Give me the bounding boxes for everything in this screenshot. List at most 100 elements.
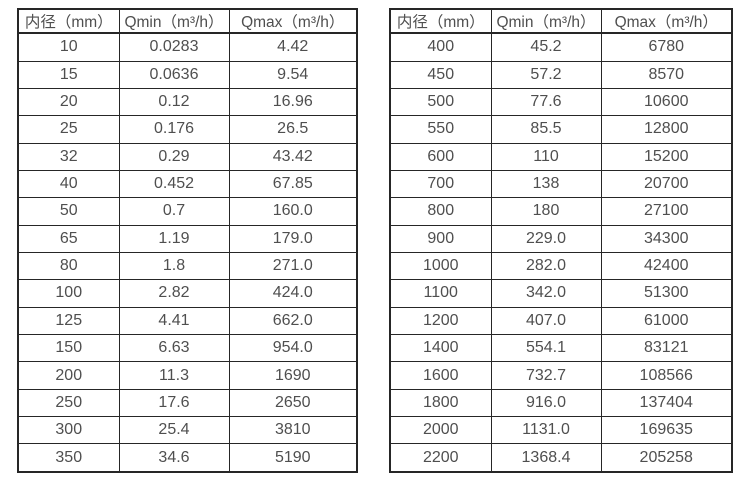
table-cell: 2.82	[118, 279, 230, 308]
table-cell: 138	[490, 169, 602, 199]
table-cell: 6.63	[118, 333, 230, 363]
table-row: 125 4.41 662.0	[17, 306, 358, 336]
table-cell: 407.0	[490, 306, 602, 336]
table-cell: 15200	[600, 142, 733, 171]
table-cell: 0.12	[118, 87, 230, 117]
table-cell: 554.1	[490, 333, 602, 363]
table-cell: 0.452	[118, 169, 230, 199]
table-cell: 15	[17, 60, 120, 89]
table-row: 20 0.12 16.96	[17, 87, 358, 117]
table-cell: 400	[389, 32, 492, 62]
table-cell: 150	[17, 333, 120, 363]
table-cell: 732.7	[490, 361, 602, 390]
table-cell: 25	[17, 115, 120, 144]
table-cell: 8570	[600, 60, 733, 89]
table-cell: 200	[17, 361, 120, 390]
table-cell: 65	[17, 224, 120, 253]
table-cell: 51300	[600, 279, 733, 308]
table-cell: 0.176	[118, 115, 230, 144]
table-cell: 20700	[600, 169, 733, 199]
flow-table-large-diameters: 内径（mm） Qmin（m³/h） Qmax（m³/h） 400 45.2 6780 45…	[389, 8, 733, 473]
table-row: 1400 554.1 83121	[389, 333, 733, 363]
table-cell: 137404	[600, 388, 733, 418]
table-cell: 2650	[228, 388, 358, 418]
column-header: Qmin（m³/h）	[118, 8, 230, 34]
table-cell: 250	[17, 388, 120, 418]
table-cell: 100	[17, 279, 120, 308]
table-cell: 180	[490, 197, 602, 226]
table-header-row: 内径（mm） Qmin（m³/h） Qmax（m³/h）	[17, 8, 358, 34]
table-cell: 900	[389, 224, 492, 253]
table-cell: 57.2	[490, 60, 602, 89]
table-cell: 0.0636	[118, 60, 230, 89]
table-row: 500 77.6 10600	[389, 87, 733, 117]
table-cell: 3810	[228, 416, 358, 445]
table-cell: 40	[17, 169, 120, 199]
table-row: 150 6.63 954.0	[17, 333, 358, 363]
table-cell: 110	[490, 142, 602, 171]
table-cell: 0.0283	[118, 32, 230, 62]
table-row: 1000 282.0 42400	[389, 251, 733, 281]
table-cell: 17.6	[118, 388, 230, 418]
column-header: Qmin（m³/h）	[490, 8, 602, 34]
table-row: 1600 732.7 108566	[389, 361, 733, 390]
table-cell: 32	[17, 142, 120, 171]
table-row: 10 0.0283 4.42	[17, 32, 358, 62]
table-cell: 5190	[228, 443, 358, 473]
table-cell: 34.6	[118, 443, 230, 473]
table-row: 50 0.7 160.0	[17, 197, 358, 226]
table-cell: 271.0	[228, 251, 358, 281]
table-cell: 662.0	[228, 306, 358, 336]
table-row: 600 110 15200	[389, 142, 733, 171]
table-row: 300 25.4 3810	[17, 416, 358, 445]
table-row: 800 180 27100	[389, 197, 733, 226]
table-cell: 229.0	[490, 224, 602, 253]
table-cell: 80	[17, 251, 120, 281]
table-row: 32 0.29 43.42	[17, 142, 358, 171]
table-row: 2000 1131.0 169635	[389, 416, 733, 445]
table-cell: 1131.0	[490, 416, 602, 445]
table-cell: 300	[17, 416, 120, 445]
column-header: Qmax（m³/h）	[600, 8, 733, 34]
table-cell: 34300	[600, 224, 733, 253]
table-cell: 67.85	[228, 169, 358, 199]
column-header: 内径（mm）	[17, 8, 120, 34]
table-cell: 916.0	[490, 388, 602, 418]
table-cell: 61000	[600, 306, 733, 336]
table-header-row: 内径（mm） Qmin（m³/h） Qmax（m³/h）	[389, 8, 733, 34]
table-cell: 2000	[389, 416, 492, 445]
table-cell: 600	[389, 142, 492, 171]
table-cell: 16.96	[228, 87, 358, 117]
table-row: 25 0.176 26.5	[17, 115, 358, 144]
table-cell: 1.19	[118, 224, 230, 253]
table-cell: 6780	[600, 32, 733, 62]
table-cell: 1400	[389, 333, 492, 363]
table-cell: 205258	[600, 443, 733, 473]
table-cell: 1368.4	[490, 443, 602, 473]
table-row: 400 45.2 6780	[389, 32, 733, 62]
table-row: 15 0.0636 9.54	[17, 60, 358, 89]
table-row: 700 138 20700	[389, 169, 733, 199]
table-cell: 26.5	[228, 115, 358, 144]
table-cell: 25.4	[118, 416, 230, 445]
table-cell: 450	[389, 60, 492, 89]
table-cell: 160.0	[228, 197, 358, 226]
table-cell: 342.0	[490, 279, 602, 308]
table-row: 40 0.452 67.85	[17, 169, 358, 199]
table-row: 65 1.19 179.0	[17, 224, 358, 253]
table-cell: 0.7	[118, 197, 230, 226]
table-cell: 700	[389, 169, 492, 199]
flow-table-small-diameters: 内径（mm） Qmin（m³/h） Qmax（m³/h） 10 0.0283 4.42 1…	[17, 8, 358, 473]
table-cell: 1600	[389, 361, 492, 390]
table-cell: 10600	[600, 87, 733, 117]
table-cell: 77.6	[490, 87, 602, 117]
table-row: 80 1.8 271.0	[17, 251, 358, 281]
table-row: 250 17.6 2650	[17, 388, 358, 418]
table-cell: 179.0	[228, 224, 358, 253]
table-cell: 800	[389, 197, 492, 226]
table-cell: 42400	[600, 251, 733, 281]
table-row: 200 11.3 1690	[17, 361, 358, 390]
table-cell: 12800	[600, 115, 733, 144]
table-cell: 9.54	[228, 60, 358, 89]
